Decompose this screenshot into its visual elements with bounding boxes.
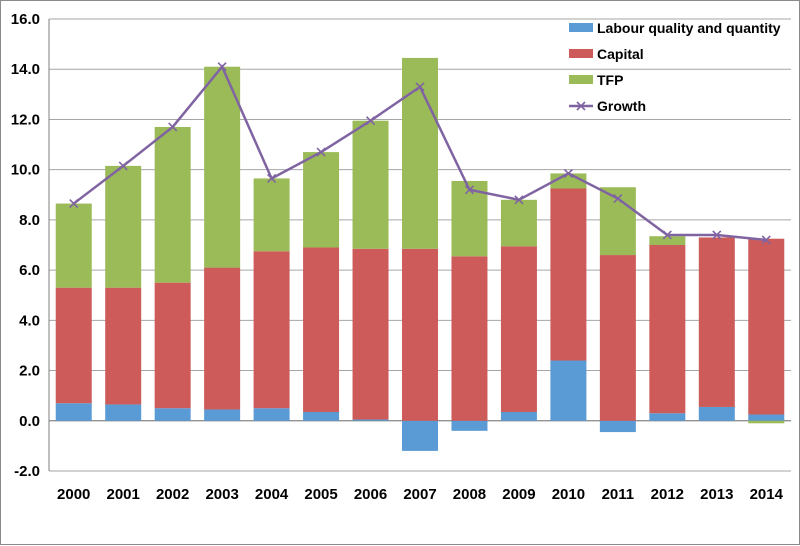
legend-swatch	[569, 75, 593, 84]
bar-capital-2007	[402, 248, 438, 421]
growth-point-marker	[415, 82, 425, 92]
bar-labour-quality-and-quantity-2007	[402, 420, 438, 451]
x-tick-label: 2002	[156, 486, 189, 503]
x-tick-label: 2003	[205, 486, 238, 503]
bar-labour-quality-and-quantity-2014	[748, 414, 785, 421]
bar-tfp-2003	[204, 66, 241, 268]
growth-point-marker	[613, 193, 623, 204]
legend-label: TFP	[597, 72, 623, 88]
bar-capital-2012	[649, 245, 686, 414]
x-tick-label: 2008	[453, 486, 486, 503]
bar-labour-quality-and-quantity-2001	[105, 404, 142, 421]
y-tick-label: 10.0	[11, 162, 40, 179]
x-tick-label: 2001	[107, 486, 140, 503]
bar-tfp-2005	[303, 152, 340, 248]
bar-capital-2008	[451, 256, 488, 421]
legend-label: Capital	[597, 46, 644, 62]
legend-label: Growth	[597, 98, 646, 114]
bar-capital-2003	[204, 267, 241, 410]
bar-labour-quality-and-quantity-2002	[154, 408, 191, 421]
growth-point-marker	[267, 173, 277, 184]
bar-tfp-2007	[402, 57, 438, 249]
bar-labour-quality-and-quantity-2006	[352, 419, 389, 421]
growth-point-marker	[118, 161, 128, 171]
growth-point-marker	[514, 195, 524, 205]
y-tick-label: 12.0	[11, 111, 40, 128]
x-tick-label: 2000	[57, 486, 90, 503]
x-tick-label: 2013	[700, 486, 733, 503]
y-tick-label: 8.0	[19, 212, 40, 229]
bar-labour-quality-and-quantity-2000	[55, 403, 92, 421]
bar-tfp-2000	[55, 203, 92, 288]
bar-capital-2013	[698, 237, 735, 407]
growth-point-marker	[712, 230, 722, 240]
bar-labour-quality-and-quantity-2003	[204, 409, 241, 421]
x-tick-label: 2012	[651, 486, 684, 503]
growth-point-marker	[316, 147, 326, 157]
growth-point-marker	[168, 122, 178, 132]
legend-swatch	[569, 23, 593, 32]
bar-labour-quality-and-quantity-2013	[698, 406, 735, 421]
bar-tfp-2009	[500, 199, 537, 247]
y-tick-label: 6.0	[19, 262, 40, 279]
x-tick-label: 2004	[255, 486, 289, 503]
bar-labour-quality-and-quantity-2004	[253, 408, 290, 421]
bar-tfp-2001	[105, 165, 142, 288]
bar-tfp-2002	[154, 126, 191, 283]
bar-tfp-2012	[649, 236, 686, 245]
legend-marker	[576, 101, 586, 111]
growth-point-marker	[662, 230, 672, 240]
x-tick-label: 2014	[750, 486, 784, 503]
growth-point-marker	[563, 168, 573, 178]
growth-point-marker	[464, 185, 475, 195]
bar-capital-2006	[352, 248, 389, 420]
bar-capital-2000	[55, 287, 92, 404]
bar-labour-quality-and-quantity-2008	[451, 420, 488, 431]
bar-labour-quality-and-quantity-2010	[550, 360, 587, 421]
bar-capital-2009	[500, 246, 537, 412]
growth-point-marker	[69, 199, 79, 209]
legend-label: Labour quality and quantity	[597, 20, 781, 36]
bar-capital-2010	[550, 188, 587, 361]
bar-capital-2014	[748, 238, 785, 415]
bar-labour-quality-and-quantity-2005	[303, 411, 340, 421]
bar-tfp-2006	[352, 120, 389, 249]
y-tick-label: 14.0	[11, 61, 40, 78]
bar-tfp-2004	[253, 178, 290, 252]
bar-tfp-2014	[748, 420, 785, 424]
x-tick-label: 2010	[552, 486, 585, 503]
bar-tfp-2008	[451, 180, 488, 257]
y-tick-label: 2.0	[19, 363, 40, 380]
growth-point-marker	[761, 235, 771, 245]
growth-point-marker	[365, 116, 376, 126]
legend-swatch	[569, 49, 593, 58]
bar-capital-2011	[599, 255, 636, 421]
x-tick-label: 2005	[304, 486, 337, 503]
x-tick-label: 2009	[502, 486, 535, 503]
y-tick-label: 16.0	[11, 11, 40, 28]
y-tick-label: 0.0	[19, 413, 40, 430]
bar-labour-quality-and-quantity-2011	[599, 420, 636, 433]
bar-labour-quality-and-quantity-2009	[500, 411, 537, 421]
bar-labour-quality-and-quantity-2012	[649, 413, 686, 421]
y-tick-label: 4.0	[19, 312, 40, 329]
bar-capital-2001	[105, 287, 142, 405]
bar-capital-2002	[154, 282, 191, 409]
x-tick-label: 2006	[354, 486, 387, 503]
bar-capital-2005	[303, 247, 340, 412]
x-tick-label: 2011	[602, 486, 635, 503]
y-tick-label: -2.0	[14, 463, 40, 480]
x-tick-label: 2007	[403, 486, 436, 503]
bar-capital-2004	[253, 251, 290, 409]
growth-point-marker	[217, 62, 227, 72]
